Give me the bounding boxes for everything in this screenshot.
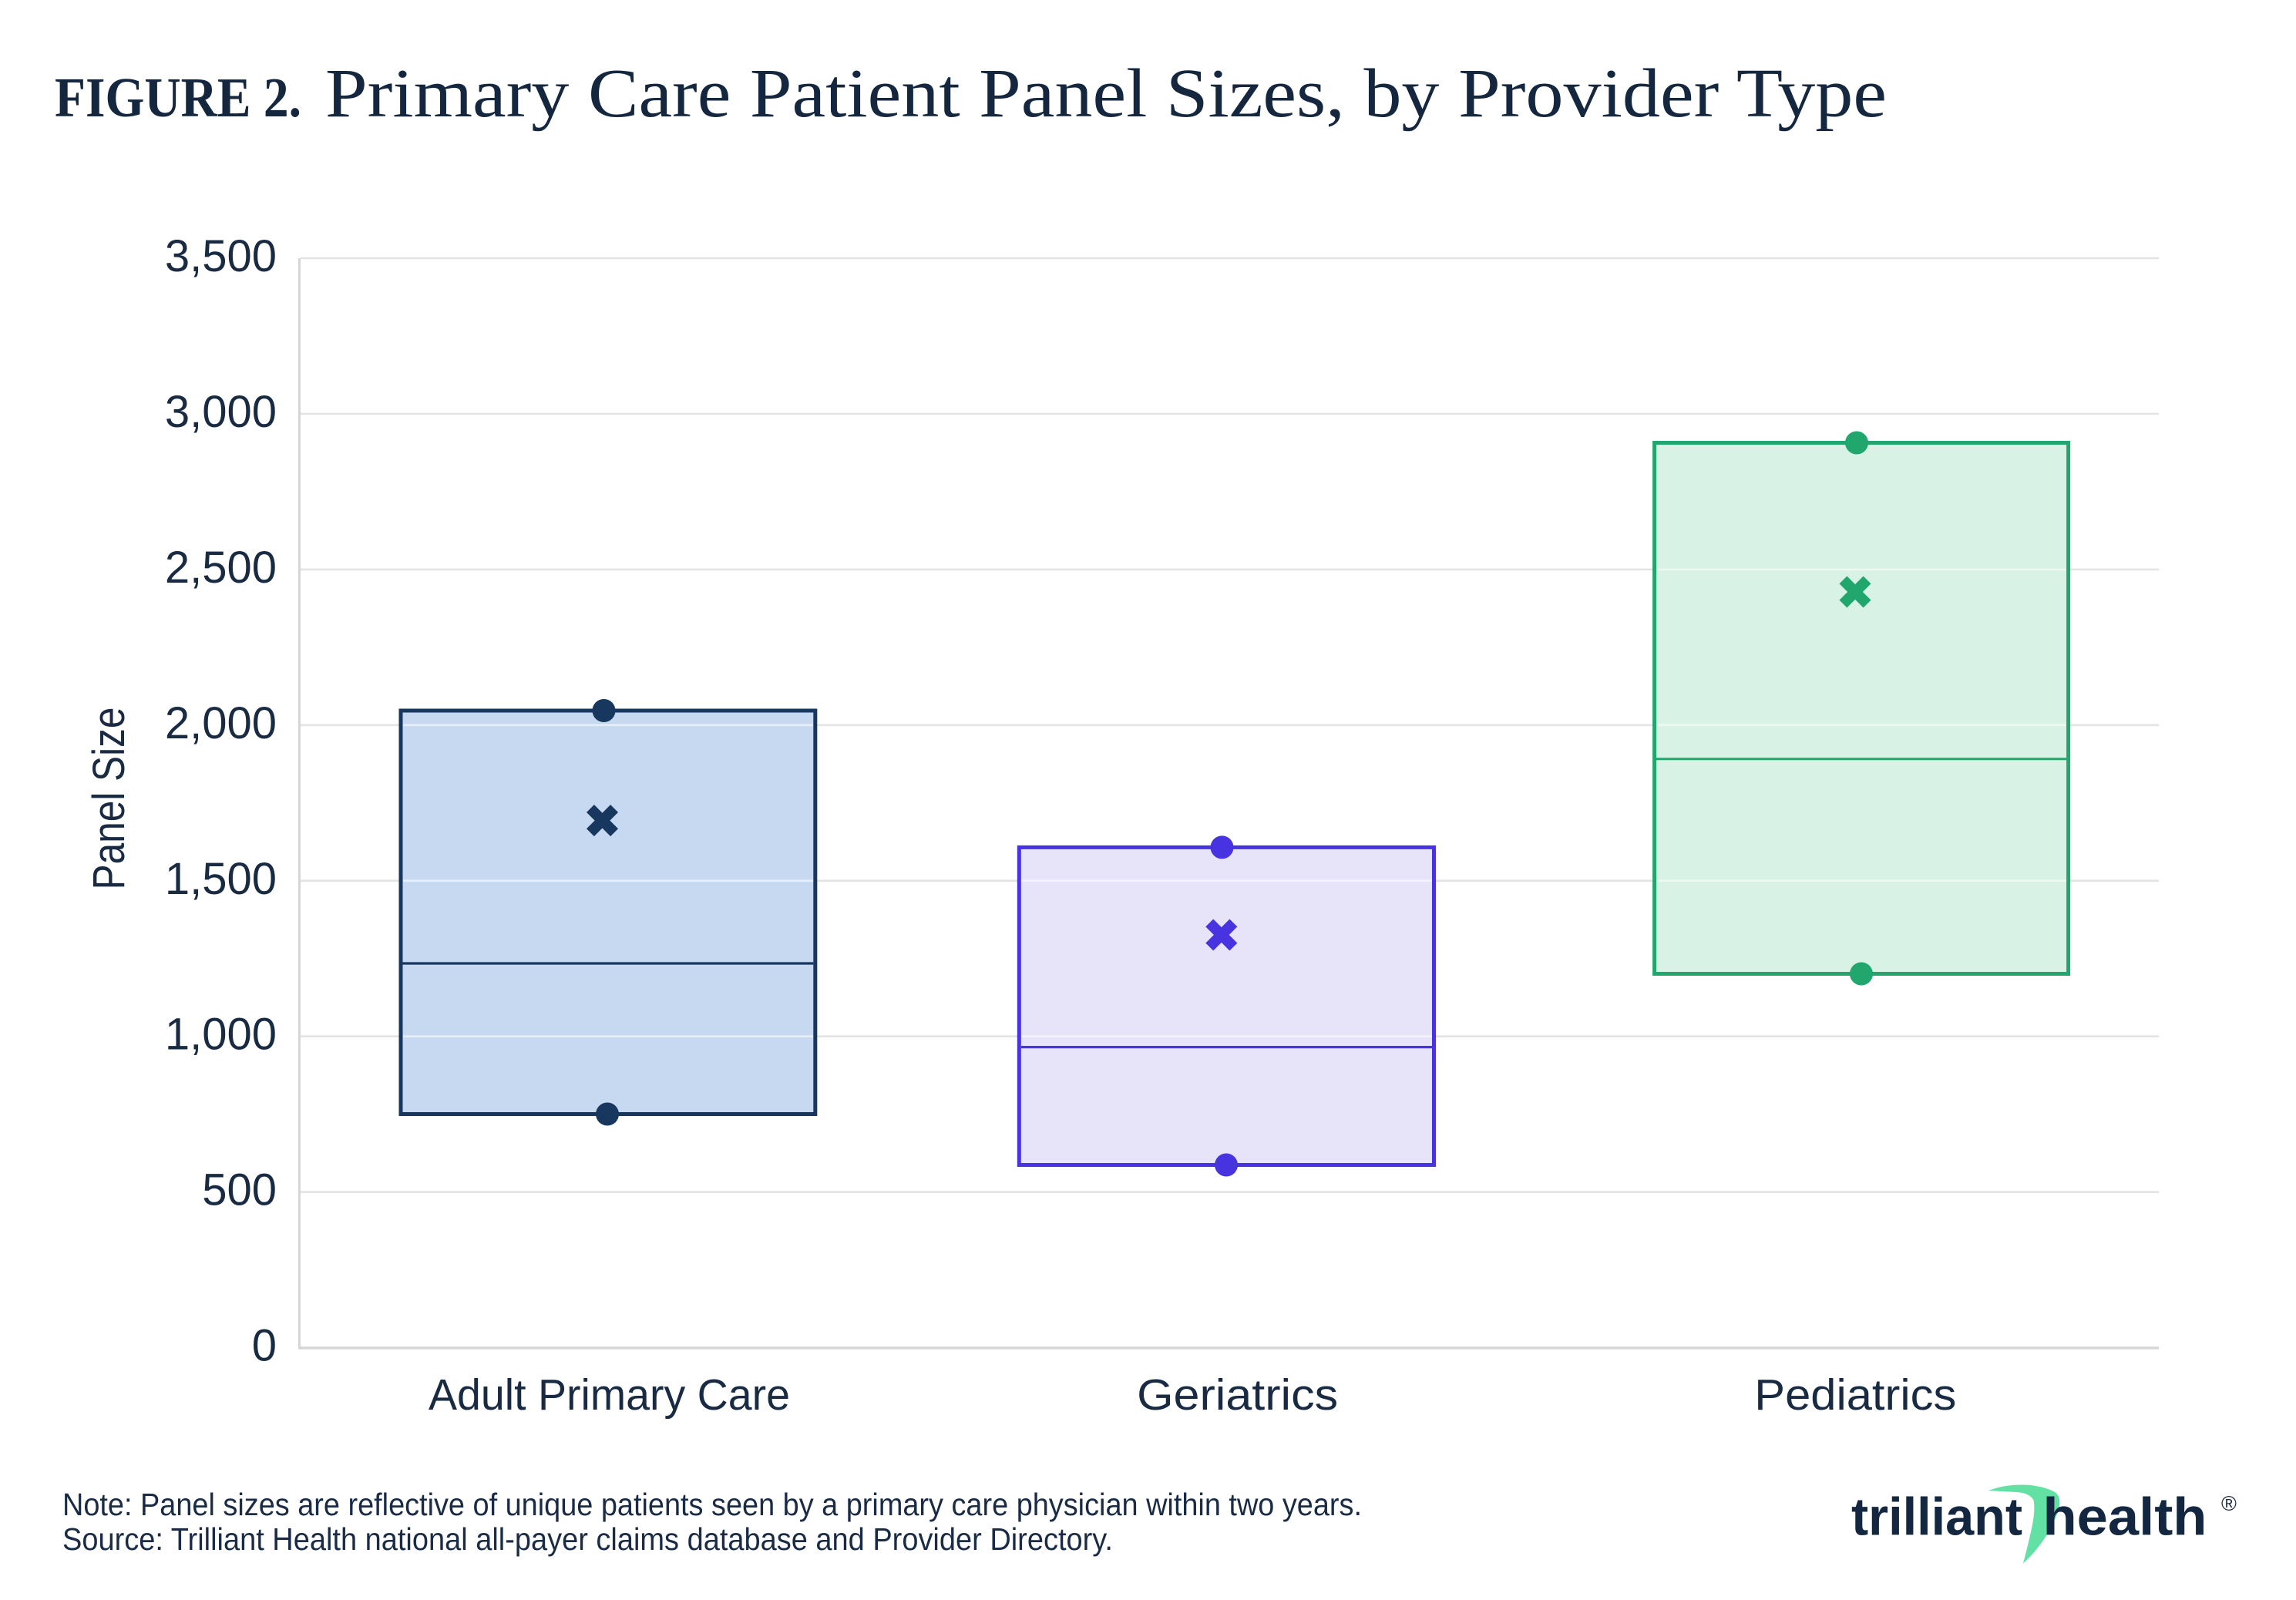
svg-text:Geriatrics: Geriatrics	[1137, 1370, 1338, 1420]
svg-text:trilliant: trilliant	[1851, 1487, 2022, 1547]
svg-text:Source: Trilliant Health natio: Source: Trilliant Health national all-pa…	[62, 1521, 1113, 1557]
svg-text:Adult Primary Care: Adult Primary Care	[429, 1370, 790, 1420]
svg-text:health: health	[2043, 1487, 2207, 1547]
svg-text:1,000: 1,000	[165, 1010, 277, 1060]
svg-text:®: ®	[2221, 1492, 2237, 1515]
svg-text:Primary Care Patient Panel Siz: Primary Care Patient Panel Sizes, by Pro…	[325, 55, 1887, 132]
svg-text:0: 0	[252, 1321, 277, 1371]
svg-text:2,500: 2,500	[165, 543, 277, 593]
svg-text:500: 500	[202, 1165, 277, 1215]
svg-text:Pediatrics: Pediatrics	[1754, 1370, 1956, 1420]
svg-text:Panel Size: Panel Size	[84, 708, 134, 890]
svg-text:1,500: 1,500	[165, 854, 277, 904]
svg-text:3,000: 3,000	[165, 387, 277, 437]
svg-text:3,500: 3,500	[165, 231, 277, 281]
svg-text:2,000: 2,000	[165, 698, 277, 748]
svg-text:Note: Panel sizes are reflecti: Note: Panel sizes are reflective of uniq…	[62, 1487, 1362, 1522]
svg-text:FIGURE 2.: FIGURE 2.	[55, 66, 301, 129]
